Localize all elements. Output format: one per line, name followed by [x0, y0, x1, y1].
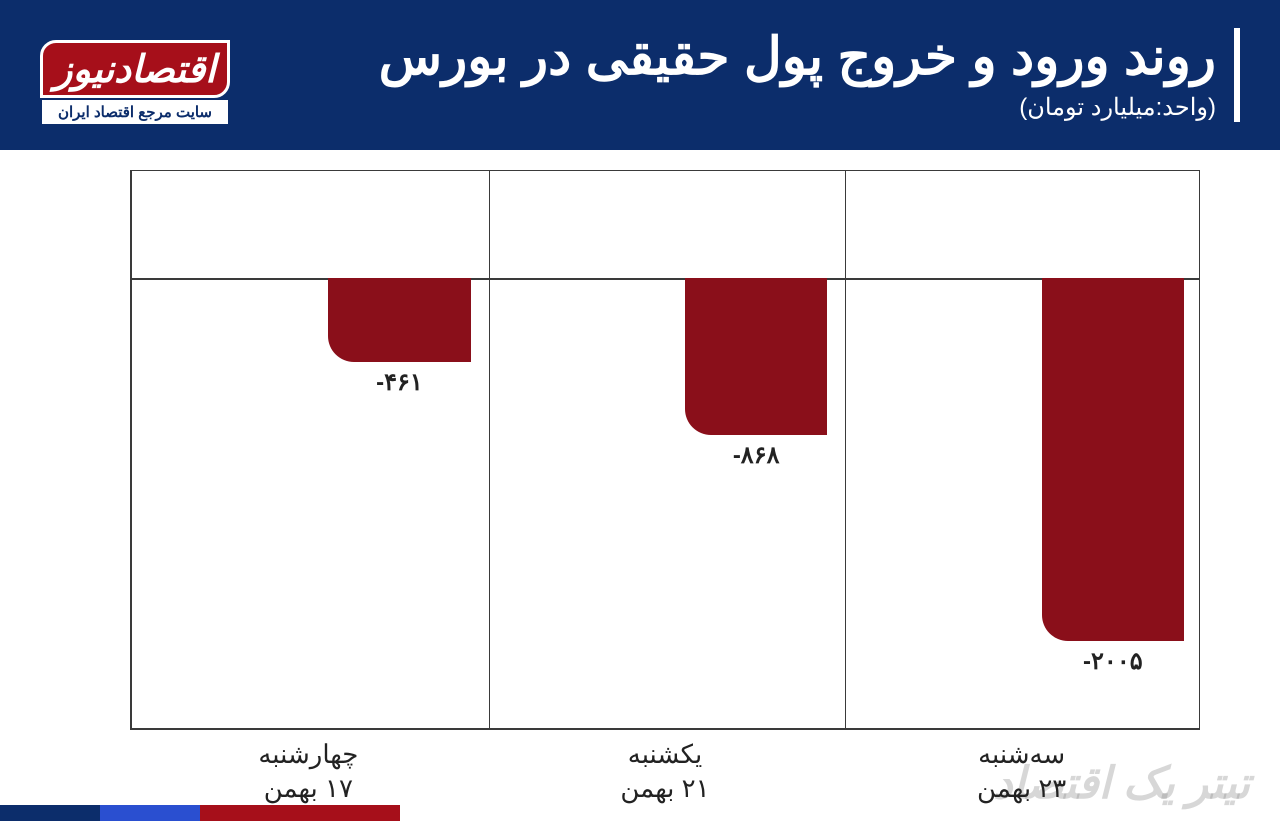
bar-value-label: -۴۶۱ — [308, 368, 491, 397]
grid-separator — [489, 170, 490, 728]
plot-border-top — [132, 170, 1200, 171]
title-block: روند ورود و خروج پول حقیقی در بورس (واحد… — [379, 28, 1240, 123]
bar — [328, 278, 471, 361]
brand-logo-bottom: سایت مرجع اقتصاد ایران — [40, 98, 230, 126]
chart-title: روند ورود و خروج پول حقیقی در بورس — [379, 28, 1216, 88]
plot-border-right — [1199, 170, 1200, 728]
footer-stripe-blue — [100, 805, 200, 821]
bar-value-label: -۸۶۸ — [665, 441, 848, 470]
bar — [685, 278, 828, 435]
zero-axis-line — [132, 278, 1200, 280]
header: روند ورود و خروج پول حقیقی در بورس (واحد… — [0, 0, 1280, 150]
chart-plot-area: -۲۰۰۵-۸۶۸-۴۶۱ — [130, 170, 1200, 730]
bar — [1042, 278, 1185, 640]
x-axis-label: سه‌شنبه۲۳ بهمن — [843, 738, 1200, 806]
chart-unit: (واحد:میلیارد تومان) — [379, 93, 1216, 122]
footer-stripe-red — [200, 805, 400, 821]
x-axis-label: چهارشنبه۱۷ بهمن — [130, 738, 487, 806]
footer-stripe — [0, 805, 400, 821]
bar-value-label: -۲۰۰۵ — [1022, 647, 1205, 676]
x-axis-label: یکشنبه۲۱ بهمن — [487, 738, 844, 806]
brand-logo-top: اقتصادنیوز — [40, 40, 230, 98]
footer-stripe-navy — [0, 805, 100, 821]
brand-logo: اقتصادنیوز سایت مرجع اقتصاد ایران — [40, 40, 230, 126]
